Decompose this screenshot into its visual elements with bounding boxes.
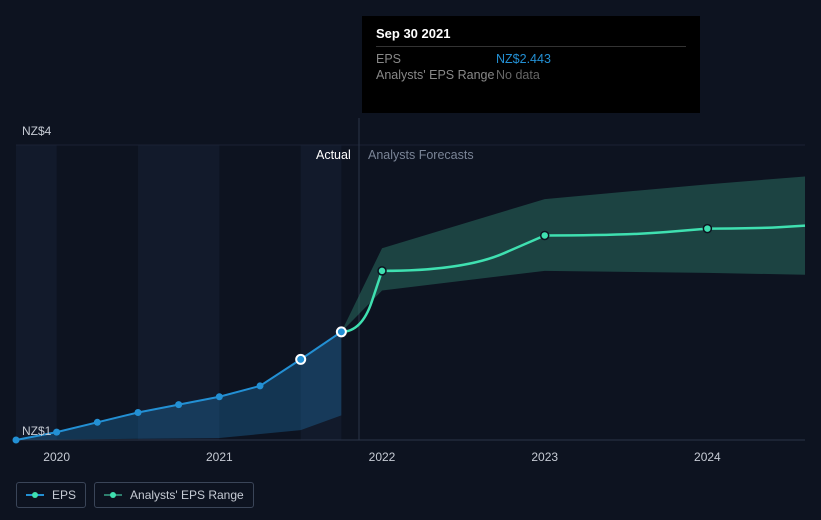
x-axis-label: 2021 xyxy=(206,450,233,464)
section-label-actual: Actual xyxy=(316,148,351,162)
tooltip-row-eps: EPS NZ$2.443 xyxy=(376,51,686,67)
tooltip-label: Analysts' EPS Range xyxy=(376,68,496,82)
legend-label: Analysts' EPS Range xyxy=(130,488,244,502)
tooltip-label: EPS xyxy=(376,52,496,66)
y-axis-label: NZ$1 xyxy=(22,424,51,438)
tooltip-date: Sep 30 2021 xyxy=(376,26,686,47)
x-axis-label: 2024 xyxy=(694,450,721,464)
legend-label: EPS xyxy=(52,488,76,502)
tooltip-value: NZ$2.443 xyxy=(496,52,551,66)
legend-item-eps[interactable]: EPS xyxy=(16,482,86,508)
tooltip-row-range: Analysts' EPS Range No data xyxy=(376,67,686,83)
tooltip-value: No data xyxy=(496,68,540,82)
x-axis-label: 2023 xyxy=(531,450,558,464)
x-axis-label: 2020 xyxy=(43,450,70,464)
section-label-forecast: Analysts Forecasts xyxy=(368,148,474,162)
legend-swatch-eps xyxy=(26,490,44,500)
eps-chart: Actual Analysts Forecasts NZ$4 NZ$1 2020 2… xyxy=(0,0,821,520)
legend-swatch-range xyxy=(104,490,122,500)
legend-item-eps-range[interactable]: Analysts' EPS Range xyxy=(94,482,254,508)
chart-tooltip: Sep 30 2021 EPS NZ$2.443 Analysts' EPS R… xyxy=(362,16,700,113)
legend: EPS Analysts' EPS Range xyxy=(16,482,254,508)
y-axis-label: NZ$4 xyxy=(22,124,51,138)
x-axis-label: 2022 xyxy=(369,450,396,464)
